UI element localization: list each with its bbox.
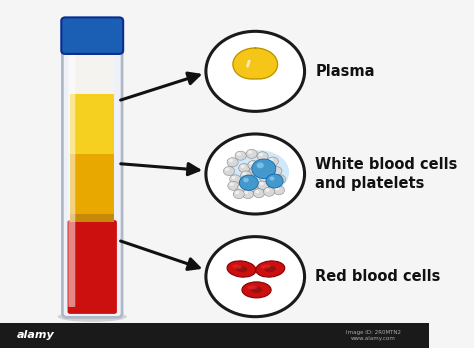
Circle shape: [228, 181, 239, 190]
Circle shape: [233, 190, 245, 199]
Bar: [70, 153, 114, 214]
Circle shape: [255, 190, 259, 193]
Circle shape: [273, 186, 284, 195]
Circle shape: [246, 149, 257, 158]
Circle shape: [250, 167, 261, 176]
Ellipse shape: [261, 264, 271, 269]
Circle shape: [227, 158, 238, 167]
Ellipse shape: [256, 261, 285, 277]
Circle shape: [257, 152, 268, 161]
Circle shape: [270, 181, 274, 184]
Circle shape: [229, 182, 234, 186]
Circle shape: [237, 152, 241, 156]
Text: Plasma: Plasma: [315, 64, 375, 79]
Circle shape: [206, 31, 305, 111]
Circle shape: [265, 188, 270, 192]
Ellipse shape: [251, 287, 263, 293]
FancyBboxPatch shape: [68, 220, 117, 314]
Circle shape: [235, 191, 239, 194]
Ellipse shape: [232, 264, 242, 269]
Bar: [70, 94, 114, 153]
Circle shape: [252, 159, 276, 179]
FancyBboxPatch shape: [68, 48, 75, 307]
Circle shape: [238, 185, 243, 189]
Circle shape: [264, 187, 274, 196]
Circle shape: [235, 151, 246, 160]
Circle shape: [239, 164, 250, 173]
Ellipse shape: [230, 150, 289, 194]
Circle shape: [269, 158, 273, 161]
Circle shape: [261, 162, 272, 171]
Circle shape: [248, 150, 252, 154]
Circle shape: [240, 171, 252, 180]
Circle shape: [275, 187, 279, 190]
Circle shape: [274, 175, 286, 184]
Ellipse shape: [58, 311, 127, 322]
Circle shape: [269, 176, 274, 181]
Circle shape: [237, 184, 248, 193]
Text: alamy: alamy: [17, 331, 55, 340]
Text: Image ID: 2R0MTN2
www.alamy.com: Image ID: 2R0MTN2 www.alamy.com: [346, 330, 401, 341]
Ellipse shape: [242, 282, 271, 298]
Circle shape: [247, 183, 258, 192]
Ellipse shape: [236, 266, 247, 272]
Circle shape: [240, 165, 245, 168]
Ellipse shape: [264, 266, 276, 272]
Circle shape: [206, 134, 305, 214]
Circle shape: [223, 167, 235, 176]
Bar: [0, 323, 429, 348]
Circle shape: [243, 178, 249, 182]
Circle shape: [225, 168, 229, 171]
FancyBboxPatch shape: [61, 17, 123, 54]
Bar: [68, 50, 117, 53]
Circle shape: [239, 175, 258, 190]
Circle shape: [248, 161, 259, 170]
Circle shape: [248, 184, 253, 187]
Circle shape: [242, 172, 246, 175]
Ellipse shape: [247, 285, 257, 290]
Circle shape: [249, 161, 254, 165]
Polygon shape: [233, 48, 277, 79]
Circle shape: [229, 175, 241, 184]
Circle shape: [244, 191, 248, 194]
Circle shape: [242, 190, 254, 199]
Circle shape: [256, 163, 264, 168]
Text: White blood cells
and platelets: White blood cells and platelets: [315, 157, 458, 191]
Circle shape: [259, 153, 263, 156]
Text: Red blood cells: Red blood cells: [315, 269, 441, 284]
Circle shape: [267, 157, 278, 166]
Circle shape: [268, 180, 279, 189]
Circle shape: [259, 182, 264, 185]
Circle shape: [253, 189, 264, 198]
Circle shape: [229, 159, 233, 162]
Bar: [70, 49, 114, 94]
Circle shape: [262, 163, 266, 167]
Circle shape: [276, 176, 281, 179]
FancyBboxPatch shape: [63, 20, 122, 317]
Circle shape: [231, 176, 236, 179]
Bar: [70, 214, 114, 222]
Circle shape: [259, 173, 270, 182]
Circle shape: [251, 168, 255, 171]
Circle shape: [261, 173, 265, 177]
Circle shape: [271, 167, 282, 176]
Circle shape: [258, 181, 269, 190]
Circle shape: [266, 174, 283, 188]
Circle shape: [206, 237, 305, 317]
Circle shape: [273, 168, 277, 171]
Ellipse shape: [227, 261, 256, 277]
